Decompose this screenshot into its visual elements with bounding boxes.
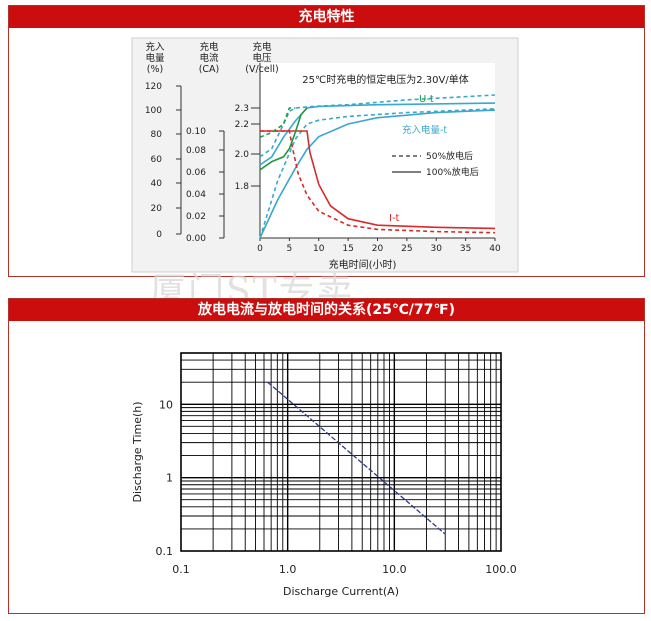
chart2-x-tick-label: 100.0 xyxy=(485,563,517,576)
chart1-left-tick-label: 0.08 xyxy=(186,146,206,156)
chart1-left-tick-label: 2.2 xyxy=(235,120,249,130)
chart1-left-axis-label: (%) xyxy=(147,64,163,75)
chart1-left-tick-label: 0.10 xyxy=(186,127,206,137)
chart1-left-tick-label: 120 xyxy=(145,82,162,92)
chart1-series-blue-solid xyxy=(259,109,496,239)
chart1-label-capacity: 充入电量-t xyxy=(402,124,447,136)
chart1-left-axis-label: 充电 xyxy=(199,41,219,53)
chart1-left-tick-label: 20 xyxy=(151,204,163,214)
chart1-series-red-dashed xyxy=(260,130,496,234)
chart1-x-tick-label: 40 xyxy=(489,244,501,254)
chart1-left-tick-label: 60 xyxy=(151,155,163,165)
chart1-plot-area xyxy=(260,63,495,238)
chart1-series-green-dashed xyxy=(259,107,296,138)
chart1-left-tick-label: 0.02 xyxy=(186,212,206,222)
chart2-y-tick-label: 1 xyxy=(166,472,173,485)
chart1-left-tick-label: 0.06 xyxy=(186,168,206,178)
chart1-left-tick-label: 0.04 xyxy=(186,190,206,200)
chart1-left-tick-label: 40 xyxy=(151,179,163,189)
chart1-left-axis-label: 电量 xyxy=(145,52,165,64)
chart1-left-tick-label: 100 xyxy=(145,106,162,116)
chart1-x-tick-label: 15 xyxy=(342,244,353,254)
chart1-x-tick-label: 30 xyxy=(431,244,443,254)
chart1-x-tick-label: 5 xyxy=(287,244,293,254)
chart1-title: 25℃时充电的恒定电压为2.30V/单体 xyxy=(302,73,468,86)
chart2-plot-frame xyxy=(180,352,502,552)
chart1-label-current: I-t xyxy=(389,213,400,224)
chart1-left-tick-label: 1.8 xyxy=(235,182,250,192)
chart1-left-axis-label: (V/cell) xyxy=(245,64,278,75)
discharge-chart: 0.1 1.0 10.0 100.0 0.1 1 10 Discharge Current(A… xyxy=(131,352,517,598)
chart2-y-tick-label: 0.1 xyxy=(156,545,174,558)
panel2-title: 放电电流与放电时间的关系(25℃/77℉) xyxy=(9,299,644,321)
chart1-left-axis-label: (CA) xyxy=(199,64,220,75)
chart1-x-tick-label: 0 xyxy=(257,244,263,254)
panel1-title: 充电特性 xyxy=(9,6,644,28)
chart1-x-tick-label: 10 xyxy=(313,244,325,254)
chart2-y-tick-label: 10 xyxy=(159,398,173,411)
charging-chart: 0 5 10 15 20 25 30 35 40 充电时间(小时) 25℃时充电的恒定电压为2.30… xyxy=(131,37,519,273)
chart1-x-axis-label: 充电时间(小时) xyxy=(329,258,397,271)
chart1-left-axis-label: 电压 xyxy=(252,52,272,64)
chart1-series-red-solid xyxy=(260,130,496,230)
chart1-x-tick-label: 20 xyxy=(372,244,384,254)
chart1-left-tick-label: 0.00 xyxy=(186,234,206,244)
chart2-x-tick-label: 10.0 xyxy=(382,563,407,576)
chart1-x-tick-label: 25 xyxy=(401,244,412,254)
chart1-left-tick-label: 2.0 xyxy=(235,150,250,160)
chart2-x-tick-label: 1.0 xyxy=(279,563,297,576)
discharge-panel: 放电电流与放电时间的关系(25℃/77℉) 0.1 1.0 10.0 100.0 0.1… xyxy=(8,298,645,614)
charging-characteristics-panel: 充电特性 0 5 10 15 20 25 30 35 40 充电时间(小时) 25℃时充电的恒定电压… xyxy=(8,5,645,277)
chart1-left-axis-label: 充入 xyxy=(145,41,165,53)
chart1-series-green-solid xyxy=(259,107,308,171)
chart2-x-axis-label: Discharge Current(A) xyxy=(283,585,399,598)
chart1-left-tick-label: 2.3 xyxy=(235,104,249,114)
chart1-series-blue-dashed xyxy=(259,94,496,158)
chart2-x-tick-label: 0.1 xyxy=(172,563,190,576)
chart1-label-voltage: U-t xyxy=(419,94,434,105)
chart1-legend-label: 50%放电后 xyxy=(426,150,473,162)
chart1-left-axis-label: 电流 xyxy=(199,52,219,64)
chart1-legend-label: 100%放电后 xyxy=(426,166,479,178)
chart1-left-tick-label: 0 xyxy=(156,230,162,240)
chart1-left-axis-label: 充电 xyxy=(252,41,272,53)
chart1-left-tick-label: 80 xyxy=(151,130,163,140)
chart2-y-axis-label: Discharge Time(h) xyxy=(131,401,144,502)
chart1-x-tick-label: 35 xyxy=(460,244,471,254)
chart2-series-line xyxy=(267,381,446,535)
